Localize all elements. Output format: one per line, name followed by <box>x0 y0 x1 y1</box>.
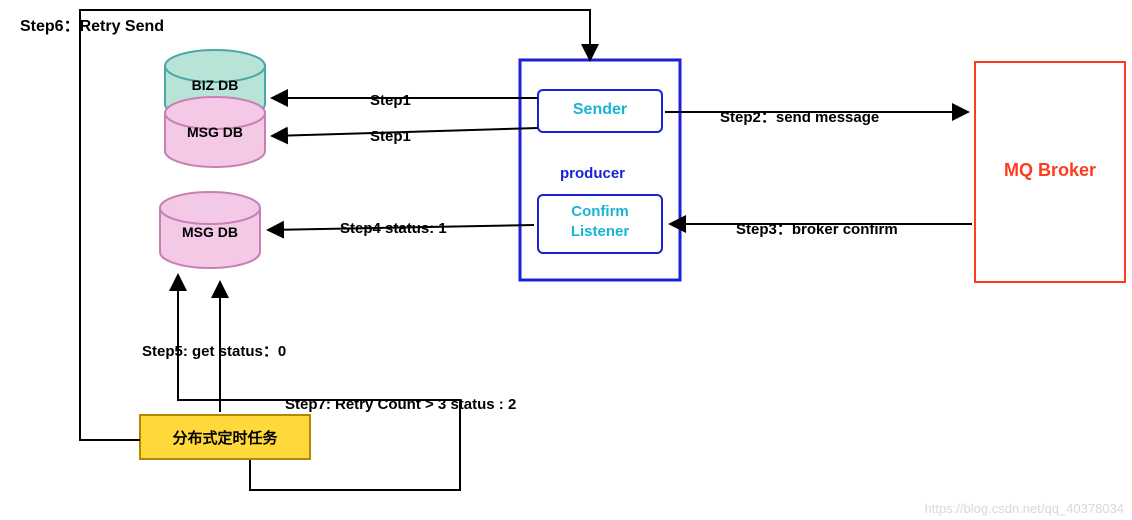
step2-label: Step2：send message <box>720 106 879 127</box>
task-label: 分布式定时任务 <box>140 427 310 448</box>
broker-label: MQ Broker <box>975 160 1125 181</box>
step1a-label: Step1 <box>370 92 411 109</box>
msg-db2-label: MSG DB <box>170 224 250 240</box>
step3-label: Step3：broker confirm <box>736 218 898 239</box>
confirm-label2: Listener <box>538 223 662 240</box>
step6-label: Step6：Retry Send <box>20 12 164 36</box>
step1b-label: Step1 <box>370 128 411 145</box>
step5-label: Step5: get status：0 <box>142 340 286 361</box>
msg-db2-cylinder-top <box>160 192 260 224</box>
watermark: https://blog.csdn.net/qq_40378034 <box>925 501 1125 516</box>
producer-label: producer <box>560 165 625 182</box>
sender-label: Sender <box>538 101 662 119</box>
step7-label: Step7: Retry Count > 3 status : 2 <box>285 396 516 413</box>
msg-db1-label: MSG DB <box>175 124 255 140</box>
step4-label: Step4 status: 1 <box>340 220 447 237</box>
biz-db-label: BIZ DB <box>175 77 255 93</box>
confirm-label1: Confirm <box>538 203 662 220</box>
